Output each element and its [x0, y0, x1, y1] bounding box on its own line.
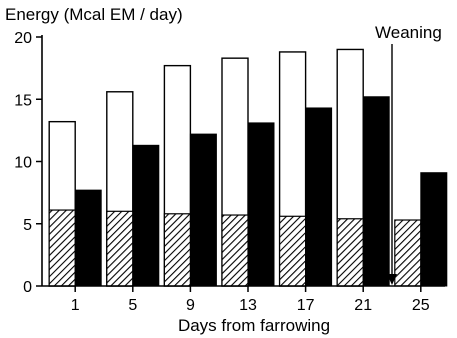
bars-group — [48, 48, 448, 287]
black-bar — [420, 172, 448, 287]
x-tick-label: 1 — [71, 297, 80, 314]
x-tick-label: 17 — [297, 297, 315, 314]
black-bar — [74, 189, 102, 287]
x-tick-label: 9 — [186, 297, 195, 314]
hatched-bar — [221, 214, 249, 287]
x-tick-label: 5 — [128, 297, 137, 314]
black-bar — [189, 133, 217, 287]
x-tick-label: 25 — [412, 297, 430, 314]
x-axis-label: Days from farrowing — [178, 316, 330, 335]
hatched-bar — [279, 215, 307, 287]
hatched-bar — [163, 213, 191, 287]
y-axis: 0 5 10 15 20 — [14, 30, 43, 296]
hatched-bar — [336, 218, 364, 287]
y-tick-label: 0 — [23, 279, 32, 296]
chart-title: Energy (Mcal EM / day) — [5, 5, 183, 24]
y-tick-label: 20 — [14, 30, 32, 47]
y-tick-label: 10 — [14, 155, 32, 172]
weaning-annotation: Weaning — [375, 23, 442, 285]
hatched-bar — [394, 219, 422, 287]
x-tick-label: 21 — [354, 297, 372, 314]
black-bar — [305, 107, 333, 287]
hatched-bar — [48, 209, 76, 287]
x-tick-label: 13 — [239, 297, 257, 314]
black-bar — [362, 96, 390, 287]
x-axis: 1 5 9 13 17 21 25 — [42, 285, 445, 314]
weaning-arrow-head — [387, 274, 397, 285]
y-tick-label: 15 — [14, 92, 32, 109]
weaning-label: Weaning — [375, 23, 442, 42]
y-tick-label: 5 — [23, 217, 32, 234]
black-bar — [132, 144, 160, 287]
black-bar — [247, 122, 275, 287]
hatched-bar — [106, 210, 134, 287]
